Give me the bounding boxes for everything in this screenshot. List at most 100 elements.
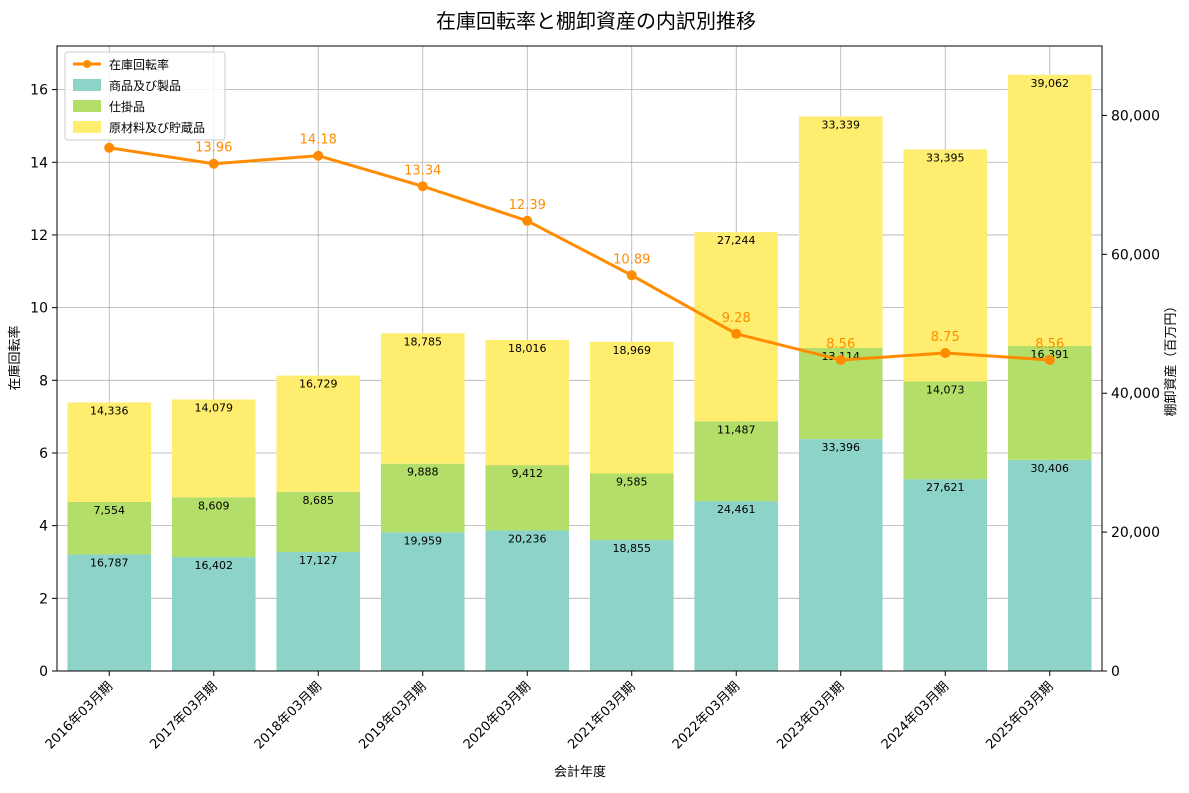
x-tick-label: 2024年03月期 — [879, 679, 952, 752]
bar-data-label: 7,554 — [94, 504, 126, 517]
x-tick-label: 2016年03月期 — [43, 679, 116, 752]
legend-label: 在庫回転率 — [109, 57, 169, 72]
bar-segment — [276, 552, 361, 671]
bar-data-label: 18,969 — [613, 344, 652, 357]
y-right-tick-label: 80,000 — [1111, 108, 1160, 124]
bar-segment — [903, 149, 988, 382]
bar-segment — [589, 473, 674, 541]
bar-data-label: 8,685 — [303, 494, 335, 507]
x-tick-label: 2022年03月期 — [670, 679, 743, 752]
bar-segment — [903, 479, 988, 671]
turnover-data-label: 8.56 — [826, 337, 855, 352]
turnover-line: 13.96 14.18 13.34 12.39 10.89 9.28 8.56 8.75 8.5… — [104, 133, 1064, 365]
turnover-point — [417, 181, 428, 192]
bar-data-label: 14,336 — [90, 404, 129, 417]
bar-data-label: 20,236 — [508, 532, 547, 545]
y-left-tick-label: 6 — [39, 446, 48, 462]
x-tick-label: 2023年03月期 — [774, 679, 847, 752]
y-left-tick-label: 16 — [30, 83, 48, 99]
x-tick-label: 2019年03月期 — [356, 679, 429, 752]
bar-data-label: 9,585 — [616, 476, 648, 489]
bar-data-label: 17,127 — [299, 554, 338, 567]
bar-segment — [485, 340, 570, 466]
turnover-data-label: 10.89 — [613, 252, 650, 267]
y-left-tick-label: 2 — [39, 591, 48, 607]
bar-data-label: 16,391 — [1031, 348, 1070, 361]
bar-data-label: 9,888 — [407, 466, 439, 479]
bar-segment — [903, 381, 988, 480]
turnover-point — [104, 142, 115, 153]
bar-segment — [67, 554, 152, 671]
bar-data-label: 14,073 — [926, 383, 965, 396]
y-left-tick-label: 12 — [30, 228, 48, 244]
bar-segment — [485, 530, 570, 671]
bar-segment — [798, 116, 883, 349]
bar-data-label: 30,406 — [1031, 462, 1070, 475]
turnover-data-label: 13.34 — [404, 163, 441, 178]
turnover-data-label: 12.39 — [509, 198, 546, 213]
bar-data-label: 39,062 — [1031, 77, 1070, 90]
legend-label: 商品及び製品 — [109, 78, 181, 93]
y-right-tick-label: 60,000 — [1111, 247, 1160, 263]
bar-segment — [276, 375, 361, 492]
bar-segment — [798, 439, 883, 671]
turnover-point — [626, 270, 637, 281]
bar-data-label: 33,396 — [822, 441, 861, 454]
turnover-point — [1044, 354, 1055, 365]
bar-data-label: 14,079 — [195, 402, 234, 415]
legend-swatch — [73, 100, 101, 112]
y-axis-left-label: 在庫回転率 — [7, 325, 23, 390]
bar-data-label: 27,621 — [926, 481, 965, 494]
chart-title: 在庫回転率と棚卸資産の内訳別推移 — [436, 9, 756, 33]
bar-segment — [380, 532, 465, 671]
bar-segment — [694, 232, 779, 422]
bar-segment — [485, 465, 570, 531]
bar-segment — [589, 540, 674, 671]
legend-box — [64, 51, 226, 141]
y-left-tick-label: 14 — [30, 155, 48, 171]
y-left-tick-label: 4 — [39, 519, 48, 535]
bar-segment — [276, 491, 361, 553]
legend-swatch — [73, 79, 101, 91]
bar-data-label: 8,609 — [198, 499, 230, 512]
legend-label: 原材料及び貯蔵品 — [109, 121, 205, 135]
bar-segment — [380, 463, 465, 533]
bar-segment — [171, 557, 256, 671]
turnover-point — [731, 328, 742, 339]
x-tick-label: 2020年03月期 — [461, 679, 534, 752]
turnover-line-path — [109, 146, 1050, 362]
y-right-tick-label: 0 — [1111, 664, 1120, 680]
y-right-tick-label: 20,000 — [1111, 525, 1160, 541]
bar-data-label: 11,487 — [717, 423, 756, 436]
turnover-point — [208, 158, 219, 169]
plot-frame — [56, 45, 1103, 672]
y-right-tick-label: 40,000 — [1111, 386, 1160, 402]
bar-data-label: 16,402 — [195, 559, 234, 572]
bar-data-label: 18,855 — [613, 542, 652, 555]
x-tick-label: 2025年03月期 — [983, 679, 1056, 752]
turnover-point — [940, 348, 951, 359]
x-tick-label: 2017年03月期 — [147, 679, 220, 752]
y-left-tick-label: 8 — [39, 373, 48, 389]
bar-data-label: 16,787 — [90, 556, 129, 569]
bar-segment — [694, 421, 779, 502]
bar-data-label: 33,339 — [822, 118, 861, 131]
turnover-data-label: 14.18 — [300, 133, 337, 148]
turnover-data-label: 13.96 — [195, 141, 232, 156]
y-left-tick-label: 0 — [39, 664, 48, 680]
bar-data-label: 19,959 — [404, 534, 443, 547]
bar-segment — [589, 341, 674, 474]
x-tick-label: 2018年03月期 — [252, 679, 325, 752]
y-axis-right-label: 棚卸資産（百万円） — [1163, 299, 1179, 416]
bar-segment — [1007, 459, 1092, 671]
bar-data-label: 16,729 — [299, 378, 338, 391]
x-axis-label: 会計年度 — [554, 764, 606, 780]
bar-segment — [380, 333, 465, 464]
bar-segment — [1007, 74, 1092, 347]
turnover-data-label: 8.56 — [1035, 337, 1064, 352]
y-left-tick-label: 10 — [30, 301, 48, 317]
bar-segment — [67, 501, 152, 555]
